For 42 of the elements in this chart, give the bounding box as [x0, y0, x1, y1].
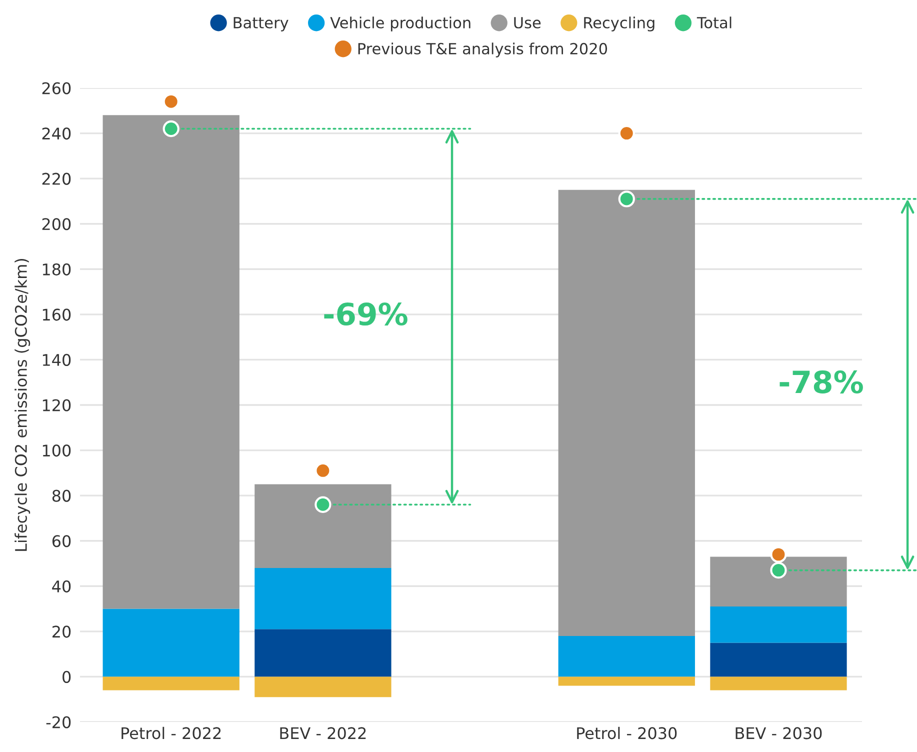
bar: [254, 676, 392, 698]
bar: [102, 676, 240, 690]
bar: [558, 676, 695, 686]
y-tick-label: 120: [42, 399, 71, 412]
legend-label: Vehicle production: [330, 16, 470, 32]
y-tick-label: 220: [42, 172, 71, 185]
bar: [254, 484, 392, 568]
y-tick-label: 160: [42, 308, 71, 321]
y-tick-label: 200: [42, 218, 71, 230]
y-tick-label: 140: [42, 354, 71, 366]
legend-label: Use: [514, 17, 541, 28]
y-tick-label: 100: [42, 444, 71, 457]
bar: [558, 636, 695, 677]
annotation: -69%: [324, 302, 408, 326]
annotation: -78%: [780, 370, 863, 394]
legend-label: Battery: [234, 17, 288, 32]
bar: [102, 115, 240, 609]
bar: [710, 676, 847, 690]
y-axis-title: Lifecycle CO2 emissions (gCO2e/km): [14, 258, 30, 551]
y-tick-label: 20: [52, 626, 71, 638]
x-tick-label: BEV - 2030: [736, 727, 822, 740]
legend-label: Recycling: [584, 16, 654, 32]
y-tick-label: 80: [52, 490, 71, 502]
x-tick-label: Petrol - 2030: [577, 726, 677, 740]
bar: [558, 190, 695, 636]
bar: [710, 556, 847, 607]
y-tick-label: -20: [46, 716, 71, 728]
bar: [710, 606, 847, 643]
x-tick-label: Petrol - 2022: [122, 726, 221, 740]
bar: [102, 608, 240, 677]
y-tick-label: 180: [42, 263, 71, 276]
bar: [710, 642, 847, 677]
y-tick-label: 240: [42, 128, 71, 140]
y-tick-label: 0: [62, 670, 71, 684]
bar: [254, 568, 392, 630]
y-tick-label: 40: [52, 580, 71, 592]
y-tick-label: 260: [42, 82, 71, 94]
legend-label: Total: [696, 16, 732, 28]
legend-label: Previous T&E analysis from 2020: [358, 42, 608, 58]
y-tick-label: 60: [52, 535, 71, 548]
bar: [254, 629, 392, 677]
x-tick-label: BEV - 2022: [280, 727, 366, 740]
